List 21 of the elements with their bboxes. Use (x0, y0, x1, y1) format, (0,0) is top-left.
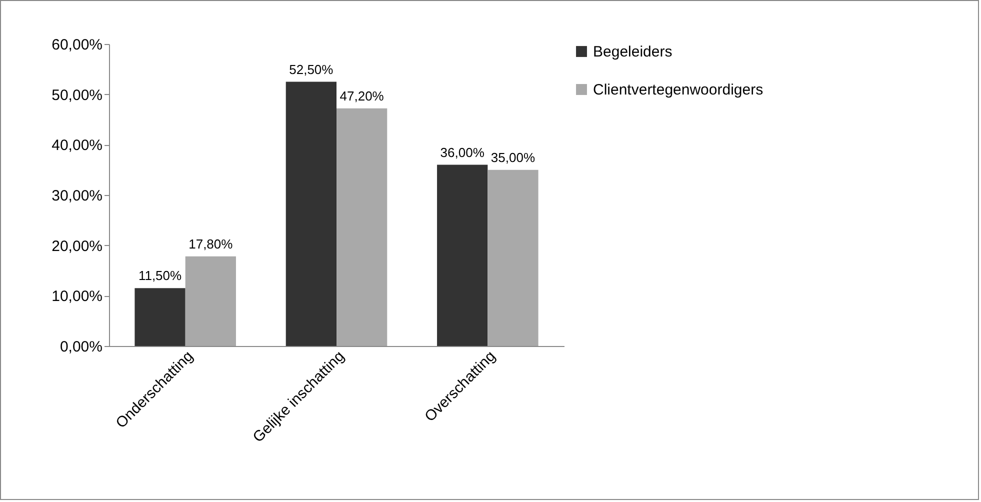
y-tick-label: 40,00% (52, 137, 102, 154)
legend-label: Clientvertegenwoordigers (593, 82, 764, 98)
bar (336, 108, 388, 346)
y-tick-label: 20,00% (52, 238, 102, 255)
bar (488, 170, 538, 346)
data-label: 17,80% (188, 236, 234, 252)
bar (185, 256, 236, 346)
y-tick-label: 30,00% (52, 188, 102, 204)
y-tick-label: 0,00% (60, 338, 102, 356)
data-label: 47,20% (340, 88, 384, 104)
data-label: 11,50% (138, 268, 182, 284)
bar (437, 164, 488, 346)
y-tick-label: 60,00% (52, 36, 102, 54)
data-label: 35,00% (490, 150, 536, 165)
data-label: 52,50% (289, 62, 334, 77)
legend-label: Begeleiders (593, 44, 672, 60)
y-tick-label: 10,00% (52, 288, 102, 306)
y-tick-label: 50,00% (52, 86, 102, 104)
bar (286, 82, 336, 346)
bar (134, 288, 186, 346)
data-label: 36,00% (440, 144, 485, 160)
